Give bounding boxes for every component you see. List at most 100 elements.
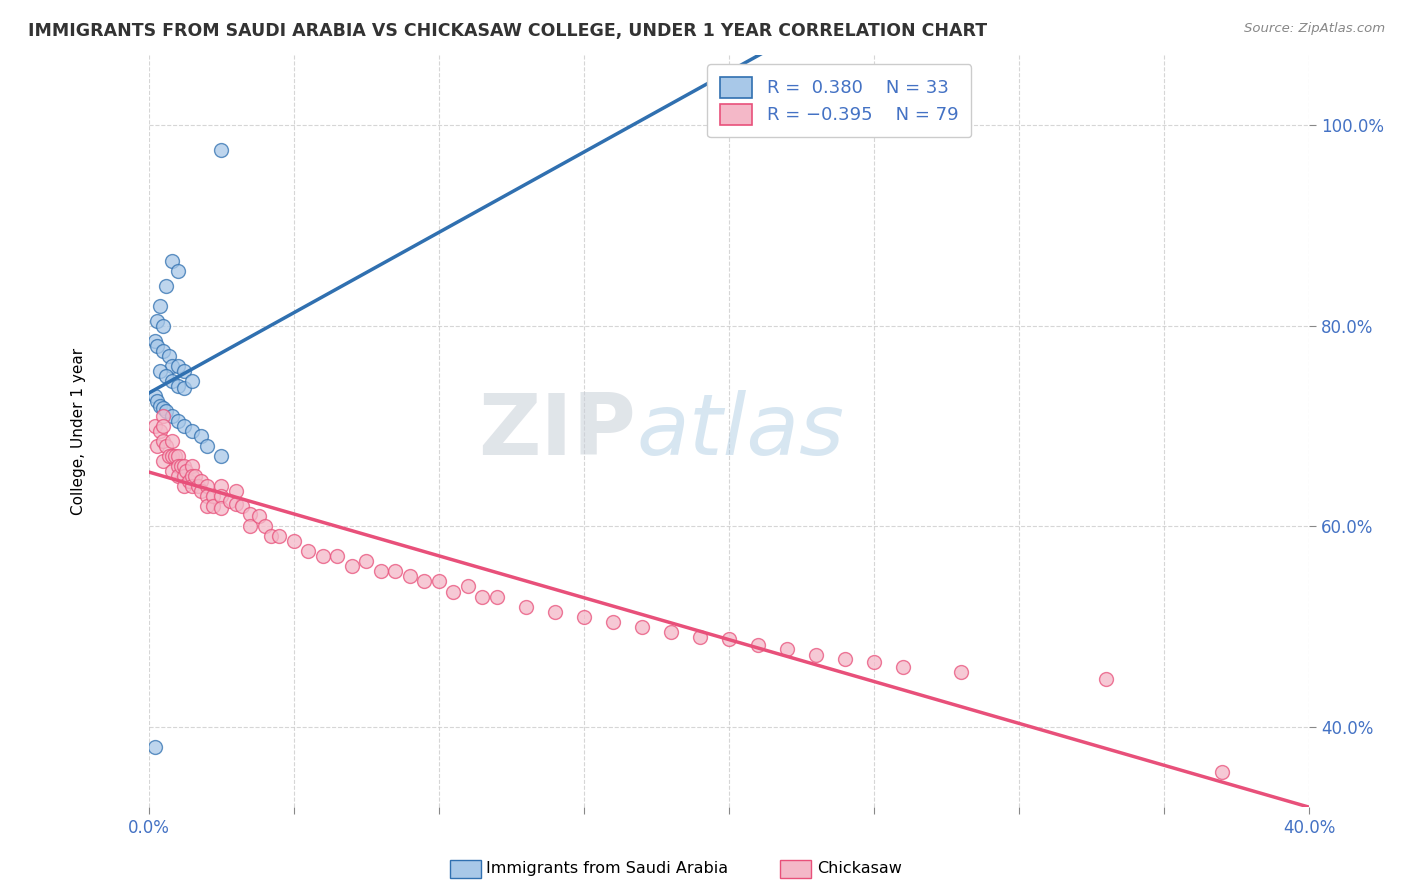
Point bbox=[173, 419, 195, 434]
Point bbox=[166, 263, 188, 277]
Point bbox=[659, 624, 682, 639]
Point bbox=[157, 349, 180, 363]
Point bbox=[143, 389, 166, 403]
Point bbox=[152, 434, 174, 449]
Point bbox=[950, 665, 973, 679]
Point bbox=[152, 318, 174, 333]
Point bbox=[160, 359, 183, 373]
Point bbox=[297, 544, 319, 558]
Point bbox=[225, 497, 247, 511]
Point bbox=[181, 469, 204, 483]
Legend: R =  0.380    N = 33, R = −0.395    N = 79: R = 0.380 N = 33, R = −0.395 N = 79 bbox=[707, 64, 972, 137]
Point bbox=[485, 590, 508, 604]
Point bbox=[863, 655, 886, 669]
Point bbox=[209, 489, 232, 503]
Point bbox=[152, 419, 174, 434]
Point bbox=[157, 449, 180, 463]
Point bbox=[184, 469, 207, 483]
Point bbox=[209, 501, 232, 516]
Point bbox=[155, 404, 177, 418]
Point bbox=[173, 459, 195, 474]
Y-axis label: College, Under 1 year: College, Under 1 year bbox=[72, 348, 86, 515]
Point bbox=[181, 479, 204, 493]
Point bbox=[166, 379, 188, 393]
Point bbox=[398, 569, 420, 583]
Point bbox=[166, 449, 188, 463]
Text: IMMIGRANTS FROM SAUDI ARABIA VS CHICKASAW COLLEGE, UNDER 1 YEAR CORRELATION CHAR: IMMIGRANTS FROM SAUDI ARABIA VS CHICKASA… bbox=[28, 22, 987, 40]
Point bbox=[457, 580, 479, 594]
Point bbox=[370, 565, 392, 579]
Point bbox=[169, 459, 191, 474]
Point bbox=[160, 464, 183, 478]
Point bbox=[155, 278, 177, 293]
Text: Immigrants from Saudi Arabia: Immigrants from Saudi Arabia bbox=[486, 862, 728, 876]
Point bbox=[834, 651, 856, 665]
Point bbox=[181, 374, 204, 388]
Point bbox=[166, 359, 188, 373]
Point bbox=[1211, 764, 1233, 779]
Point bbox=[152, 401, 174, 415]
Point bbox=[160, 374, 183, 388]
Point bbox=[356, 554, 378, 568]
Point bbox=[149, 399, 172, 413]
Point bbox=[239, 508, 262, 522]
Point bbox=[384, 565, 406, 579]
Point bbox=[146, 339, 169, 353]
Point bbox=[231, 500, 253, 514]
Point bbox=[747, 638, 769, 652]
Text: Chickasaw: Chickasaw bbox=[817, 862, 901, 876]
Point bbox=[166, 459, 188, 474]
Point bbox=[326, 549, 349, 564]
Point bbox=[247, 509, 270, 524]
Point bbox=[689, 630, 711, 644]
Point bbox=[219, 494, 242, 508]
Point bbox=[195, 439, 218, 453]
Point bbox=[143, 739, 166, 754]
Point bbox=[146, 394, 169, 409]
Point bbox=[146, 439, 169, 453]
Point bbox=[209, 449, 232, 463]
Point bbox=[160, 409, 183, 423]
Point bbox=[427, 574, 450, 589]
Point bbox=[163, 449, 186, 463]
Point bbox=[572, 609, 595, 624]
Point bbox=[173, 364, 195, 378]
Point bbox=[891, 659, 914, 673]
Point bbox=[149, 299, 172, 313]
Point bbox=[149, 424, 172, 438]
Point bbox=[179, 474, 201, 488]
Point bbox=[166, 414, 188, 428]
Point bbox=[160, 434, 183, 449]
Point bbox=[631, 619, 654, 633]
Point bbox=[209, 479, 232, 493]
Point bbox=[155, 439, 177, 453]
Text: ZIP: ZIP bbox=[478, 390, 636, 473]
Point bbox=[239, 519, 262, 533]
Point bbox=[176, 464, 198, 478]
Point bbox=[190, 429, 212, 443]
Text: Source: ZipAtlas.com: Source: ZipAtlas.com bbox=[1244, 22, 1385, 36]
Point bbox=[804, 648, 827, 662]
Point bbox=[149, 364, 172, 378]
Point bbox=[173, 381, 195, 395]
Point bbox=[181, 459, 204, 474]
Point bbox=[143, 334, 166, 348]
Text: atlas: atlas bbox=[636, 390, 844, 473]
Point bbox=[340, 559, 363, 574]
Point bbox=[259, 529, 281, 543]
Point bbox=[253, 519, 276, 533]
Point bbox=[166, 469, 188, 483]
Point bbox=[187, 479, 209, 493]
Point bbox=[146, 314, 169, 328]
Point bbox=[201, 500, 224, 514]
Point bbox=[776, 641, 799, 656]
Point bbox=[602, 615, 624, 629]
Point bbox=[269, 529, 291, 543]
Point bbox=[312, 549, 335, 564]
Point bbox=[717, 632, 740, 646]
Point bbox=[181, 424, 204, 438]
Point bbox=[201, 489, 224, 503]
Point bbox=[190, 474, 212, 488]
Point bbox=[173, 479, 195, 493]
Point bbox=[143, 419, 166, 434]
